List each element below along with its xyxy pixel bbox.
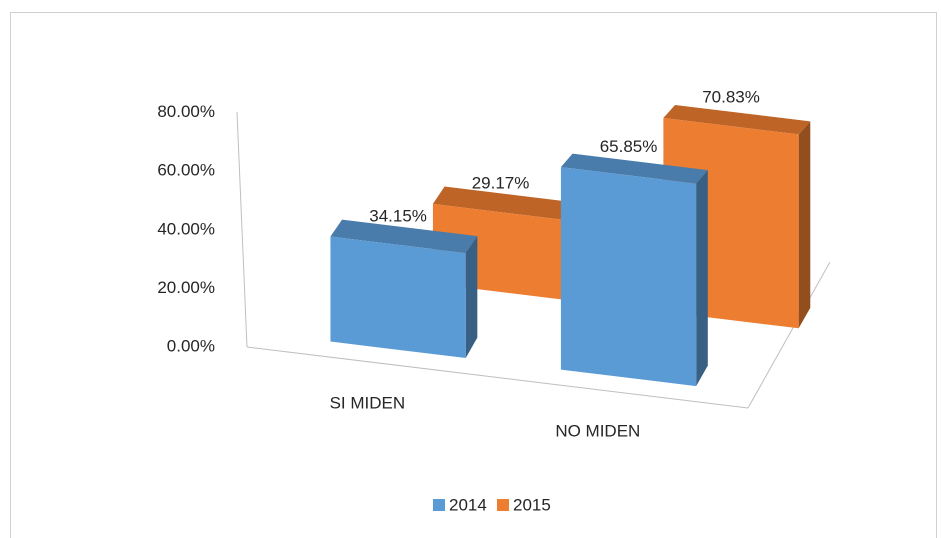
bar-top xyxy=(432,186,580,221)
bar xyxy=(560,153,708,387)
bar-top xyxy=(330,219,478,254)
legend-label: 2015 xyxy=(513,495,551,514)
legend-swatch xyxy=(497,499,509,511)
bar-top xyxy=(560,153,708,184)
y-tick-label: 40.00% xyxy=(157,219,215,238)
y-tick-label: 20.00% xyxy=(157,278,215,297)
bar-top xyxy=(663,104,811,135)
bar-front xyxy=(560,167,697,387)
bar-front xyxy=(330,236,466,359)
data-label: 29.17% xyxy=(472,174,530,193)
bar-side xyxy=(465,236,478,359)
x-tick-label: SI MIDEN xyxy=(330,393,406,412)
bar xyxy=(330,219,478,359)
legend-label: 2014 xyxy=(449,495,487,514)
data-label: 34.15% xyxy=(369,206,427,225)
bar-side xyxy=(798,121,811,329)
y-tick-label: 0.00% xyxy=(167,336,215,355)
x-tick-label: NO MIDEN xyxy=(555,421,640,440)
floor xyxy=(236,111,831,409)
y-tick-label: 60.00% xyxy=(157,161,215,180)
bar-side xyxy=(696,170,708,387)
y-tick-label: 80.00% xyxy=(157,102,215,121)
data-label: 65.85% xyxy=(600,137,658,156)
data-label: 70.83% xyxy=(702,88,760,107)
legend-swatch xyxy=(433,499,445,511)
